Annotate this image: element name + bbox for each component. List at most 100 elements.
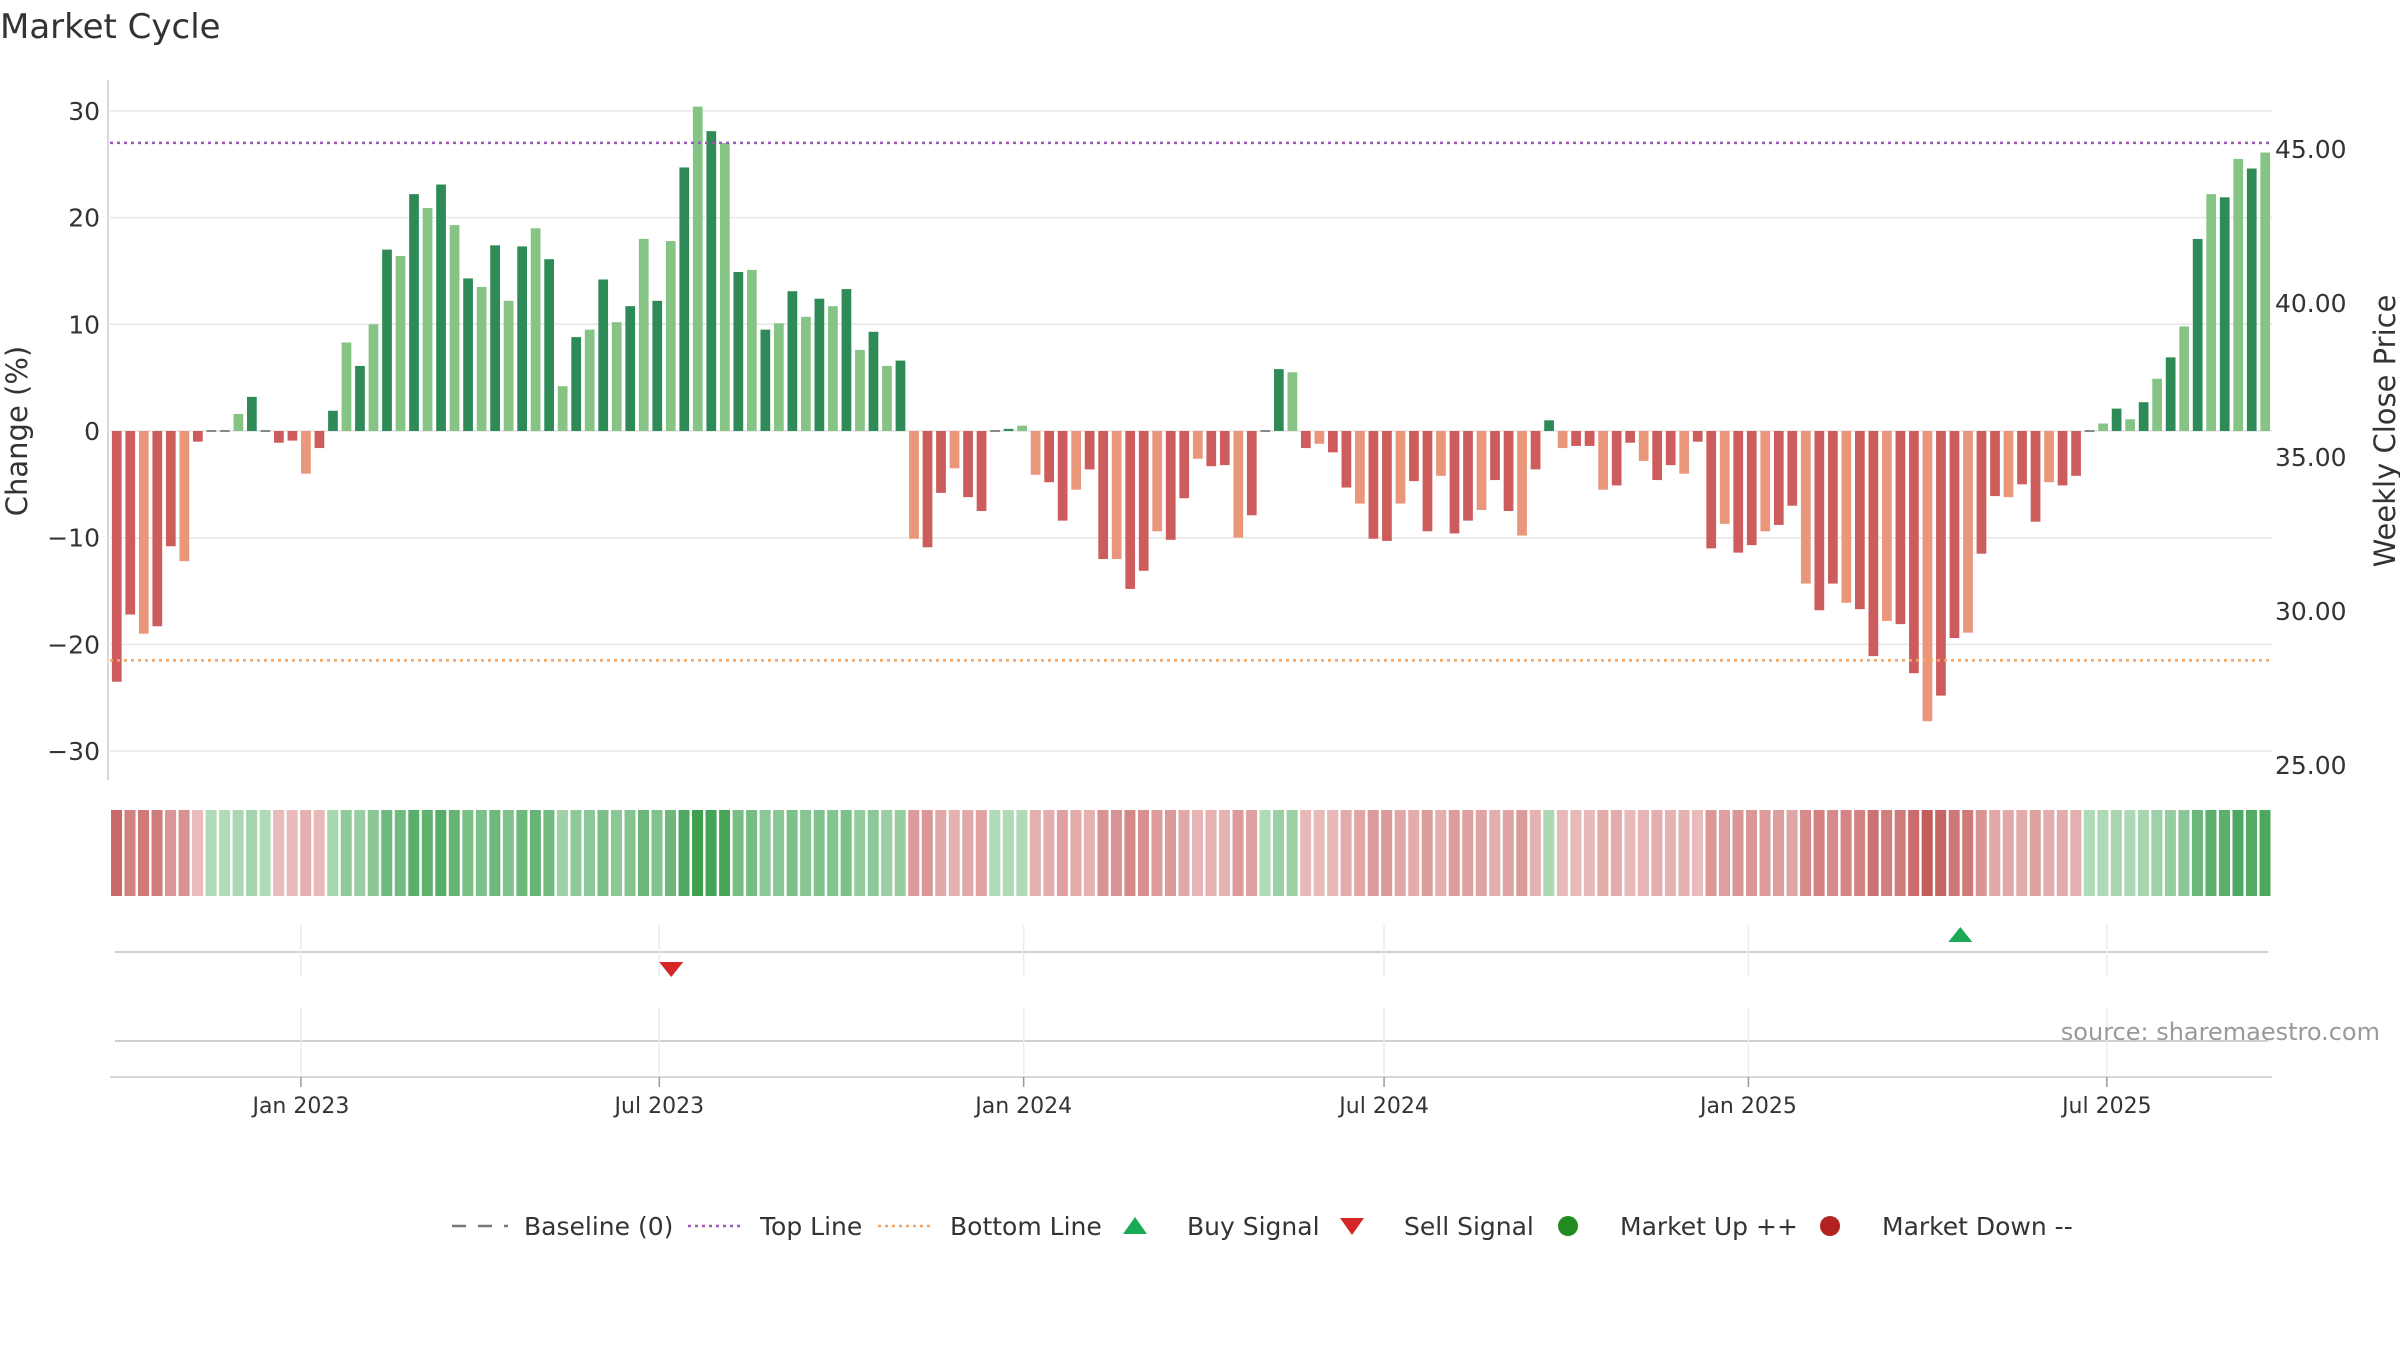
heat-cell — [354, 810, 366, 896]
bar — [1044, 431, 1054, 483]
heat-cell — [1597, 810, 1609, 896]
heat-cell — [773, 810, 785, 896]
heat-cell — [867, 810, 879, 896]
bar — [584, 329, 595, 431]
legend-label: Sell Signal — [1404, 1212, 1534, 1241]
heat-cell — [2097, 810, 2109, 896]
bar — [247, 396, 257, 431]
bar — [1328, 431, 1338, 453]
heat-cell — [583, 810, 595, 896]
heat-cell — [543, 810, 555, 896]
heat-cell — [1881, 810, 1893, 896]
bar — [1692, 431, 1703, 442]
bar — [1773, 431, 1784, 525]
bar — [1246, 431, 1257, 516]
bar — [544, 259, 555, 431]
bar — [2084, 430, 2095, 432]
legend: Baseline (0) Top Line Bottom Line Buy Signa… — [452, 1212, 2073, 1241]
bar — [165, 431, 176, 547]
bar — [2165, 357, 2176, 431]
heat-cell — [2232, 810, 2244, 896]
bar — [598, 279, 609, 431]
heat-cell — [732, 810, 744, 896]
heat-cell — [637, 810, 649, 896]
x-tick-label: Jul 2023 — [613, 1094, 705, 1119]
heat-cell — [1286, 810, 1298, 896]
bar — [1855, 431, 1865, 610]
legend-swatch — [1340, 1218, 1364, 1235]
bar — [1895, 431, 1906, 625]
heat-cell — [948, 810, 960, 896]
heat-cell — [489, 810, 501, 896]
heat-cell — [1178, 810, 1190, 896]
bar — [1382, 431, 1392, 541]
bar — [1787, 431, 1798, 506]
bar — [2206, 194, 2217, 431]
heat-cell — [1381, 810, 1393, 896]
bar — [1733, 431, 1744, 553]
heat-cell — [2124, 810, 2136, 896]
bar — [1544, 420, 1554, 431]
bar — [1936, 431, 1946, 696]
heat-cell — [394, 810, 406, 896]
heat-cell — [759, 810, 771, 896]
bar — [1746, 431, 1757, 546]
heat-cell — [1556, 810, 1568, 896]
bar — [1273, 369, 1284, 431]
heat-cell — [1624, 810, 1636, 896]
heat-cell — [1327, 810, 1339, 896]
heat-cell — [1705, 810, 1717, 896]
bar — [963, 431, 973, 498]
bar — [1571, 431, 1581, 446]
heat-cell — [624, 810, 636, 896]
bar — [2044, 431, 2054, 483]
bar — [1760, 431, 1771, 532]
heat-cell — [1975, 810, 1987, 896]
bar — [287, 431, 298, 441]
heat-cell — [273, 810, 285, 896]
y2-tick-label: 30.00 — [2275, 597, 2347, 626]
bar — [368, 324, 379, 431]
y-tick-label: 30 — [68, 97, 100, 126]
bar — [179, 431, 190, 562]
heat-cell — [827, 810, 839, 896]
legend-label: Bottom Line — [950, 1212, 1102, 1241]
y2-axis-label: Weekly Close Price — [2368, 295, 2400, 568]
heat-cell — [1664, 810, 1676, 896]
bar — [1557, 431, 1568, 449]
heat-cell — [1813, 810, 1825, 896]
heat-cell — [1124, 810, 1136, 896]
x-tick-label: Jul 2024 — [1337, 1094, 1429, 1119]
bar — [2071, 431, 2081, 476]
source-label: source: sharemaestro.com — [2061, 1018, 2380, 1046]
bar — [976, 431, 987, 512]
bar — [1300, 431, 1311, 449]
bar — [2192, 238, 2203, 431]
bar — [1882, 431, 1892, 621]
bar — [341, 342, 352, 431]
bar — [1949, 431, 1960, 638]
legend-label: Baseline (0) — [524, 1212, 673, 1241]
heat-cell — [111, 810, 123, 896]
bar — [1463, 431, 1473, 521]
bar — [1719, 431, 1730, 524]
bar — [1098, 431, 1109, 560]
heat-cell — [746, 810, 758, 896]
heat-cell — [1489, 810, 1501, 896]
bar — [503, 300, 514, 431]
bar — [909, 431, 919, 539]
signal-panel: Jan 2023 Jul 2023 Jan 2024 Jul 2024 Jan 2025… — [110, 925, 2272, 1119]
bar — [111, 431, 122, 682]
heat-cell — [475, 810, 487, 896]
bar — [1922, 431, 1933, 722]
x-tick-label: Jan 2023 — [250, 1094, 349, 1119]
heat-cell — [151, 810, 163, 896]
bar — [517, 246, 527, 431]
buy-signal-marker — [1948, 927, 1973, 942]
axes: 30 20 10 0 −10 −20 −30 45.00 40.00 35.00 30.00 25.0… — [0, 80, 2400, 780]
heat-cell — [692, 810, 704, 896]
bar — [1260, 430, 1271, 432]
heat-cell — [1773, 810, 1785, 896]
heat-cell — [1475, 810, 1487, 896]
